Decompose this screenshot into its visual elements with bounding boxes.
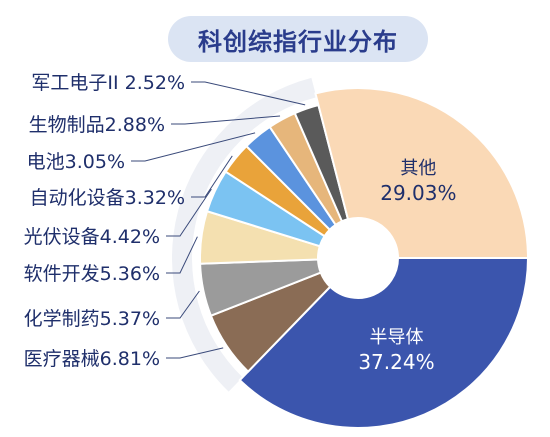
slice-label: 软件开发5.36% [24, 263, 160, 285]
leader-line [166, 236, 198, 274]
leader-line [166, 347, 224, 359]
leader-line [131, 132, 256, 162]
slice-label: 电池3.05% [27, 151, 125, 173]
leader-line [191, 155, 233, 198]
slice-label: 光伏设备4.42% [24, 226, 160, 248]
leader-line [166, 290, 200, 319]
leader-line [171, 115, 281, 125]
slice-label: 自动化设备3.32% [30, 187, 185, 209]
slice-inside-name: 半导体 [369, 327, 423, 348]
pie-backdrop-ring [172, 77, 317, 392]
donut-hole [318, 218, 398, 298]
slice-label: 化学制药5.37% [24, 308, 160, 330]
leader-line [191, 81, 306, 106]
slice-inside-value: 29.03% [380, 181, 456, 205]
slice-label: 军工电子II 2.52% [31, 72, 185, 94]
slice-inside-name: 其他 [400, 158, 436, 179]
slice-label: 生物制品2.88% [29, 114, 165, 136]
chart-title: 科创综指行业分布 [168, 16, 428, 62]
slice-label: 医疗器械6.81% [24, 348, 160, 370]
slice-inside-value: 37.24% [358, 350, 434, 374]
leader-line [166, 188, 212, 237]
